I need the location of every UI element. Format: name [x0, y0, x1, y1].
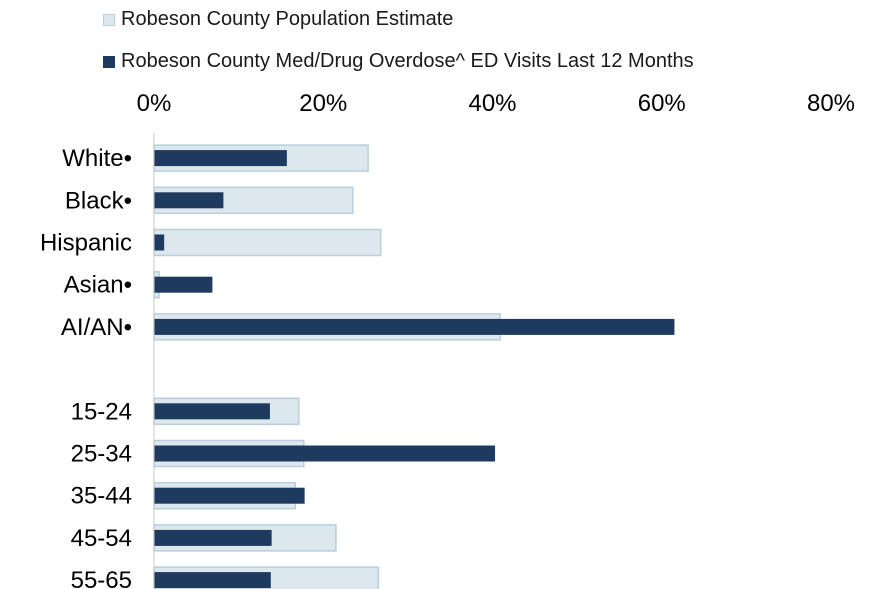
bar-ed-visits [154, 150, 287, 167]
bar-population [153, 228, 382, 257]
bar-ed-visits [154, 487, 305, 504]
x-tick-label: 80% [807, 90, 855, 117]
legend-label-population: Robeson County Population Estimate [121, 8, 454, 30]
bar-ed-visits [154, 192, 224, 209]
bar-ed-visits [154, 403, 270, 420]
bar-ed-visits [154, 318, 675, 335]
bar-ed-visits [154, 572, 271, 589]
category-label: Hispanic [40, 230, 132, 257]
x-tick-label: 40% [468, 90, 516, 117]
category-label: 25-34 [71, 441, 132, 468]
category-label: White• [62, 145, 132, 172]
category-label: 55-65 [71, 567, 132, 589]
category-label: 15-24 [71, 398, 132, 425]
legend-item-population: Robeson County Population Estimate [103, 8, 453, 31]
legend-swatch-ed-visits [103, 55, 115, 68]
category-label: 45-54 [71, 525, 132, 552]
x-tick-label: 0% [137, 90, 172, 117]
legend-label-ed-visits: Robeson County Med/Drug Overdose^ ED Vis… [121, 50, 694, 72]
x-tick-label: 60% [638, 90, 686, 117]
bar-ed-visits [154, 276, 213, 293]
legend-swatch-population [103, 13, 115, 26]
category-label: Black• [65, 187, 132, 214]
legend-item-ed-visits: Robeson County Med/Drug Overdose^ ED Vis… [103, 50, 694, 73]
x-tick-label: 20% [299, 90, 347, 117]
category-label: Asian• [64, 272, 132, 299]
bar-ed-visits [154, 529, 272, 546]
category-label: 35-44 [71, 483, 132, 510]
bar-ed-visits [154, 445, 496, 462]
bar-ed-visits [154, 234, 165, 251]
category-label: AI/AN• [61, 314, 132, 341]
